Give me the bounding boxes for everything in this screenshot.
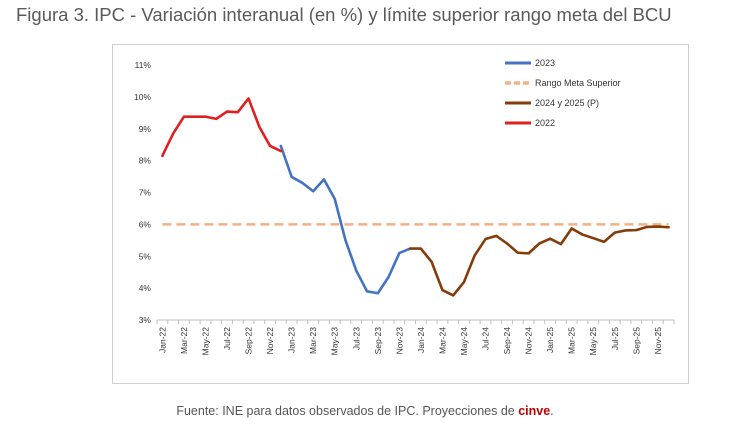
x-tick-label: Sep-24	[502, 327, 512, 355]
series-layer	[161, 97, 670, 297]
x-tick-label: Sep-23	[373, 327, 383, 355]
series-line	[408, 225, 670, 297]
caption-brand: cinve	[518, 404, 551, 418]
legend-label: 2024 y 2025 (P)	[535, 98, 599, 108]
x-tick-label: May-24	[459, 327, 469, 356]
y-tick-label: 7%	[139, 188, 152, 198]
x-tick-label: Mar-22	[179, 327, 189, 354]
series-line	[161, 97, 283, 158]
x-tick-label: Nov-25	[653, 327, 663, 355]
x-tick-label: May-23	[330, 327, 340, 356]
x-tick-label: Mar-24	[437, 327, 447, 354]
x-tick-label: Jul-23	[351, 327, 361, 350]
y-tick-label: 4%	[139, 283, 152, 293]
x-tick-label: Nov-24	[524, 327, 534, 355]
y-tick-label: 11%	[135, 60, 152, 70]
caption-suffix: .	[550, 404, 554, 418]
x-tick-label: Nov-22	[265, 327, 275, 355]
y-tick-label: 5%	[139, 251, 152, 261]
figure-caption: Fuente: INE para datos observados de IPC…	[0, 404, 730, 418]
x-tick-label: Sep-22	[244, 327, 254, 355]
figure-title: Figura 3. IPC - Variación interanual (en…	[16, 4, 672, 25]
x-tick-label: May-22	[200, 327, 210, 356]
x-tick-label: Jul-24	[481, 327, 491, 350]
legend-label: 2022	[535, 118, 555, 128]
x-tick-label: Jul-22	[222, 327, 232, 350]
series-line	[279, 144, 412, 295]
y-tick-label: 8%	[139, 156, 152, 166]
x-tick-label: Nov-23	[394, 327, 404, 355]
y-tick-label: 10%	[134, 92, 151, 102]
caption-text: Fuente: INE para datos observados de IPC…	[176, 404, 519, 418]
y-tick-label: 9%	[139, 124, 152, 134]
legend-label: 2023	[535, 58, 555, 68]
x-tick-label: Jan-22	[157, 327, 167, 353]
line-chart: 3%4%5%6%7%8%9%10%11% Jan-22 Mar-22 May-22 J…	[134, 58, 675, 356]
x-tick-label: Jan-25	[545, 327, 555, 353]
x-tick-label: Jan-23	[287, 327, 297, 353]
y-tick-label: 6%	[139, 219, 152, 229]
chart-frame: 3% 4% 5% 6% 7% 8% 9% 10% 11% Jan-22 Mar-22 May-22 J…	[112, 44, 689, 384]
y-tick-label: 3%	[139, 315, 152, 325]
x-tick-label: Jan-24	[416, 327, 426, 353]
x-axis: Jan-22 Mar-22 May-22 Jul-22 Sep-22 Nov-22 Jan-…	[156, 319, 675, 356]
x-tick-label: Mar-23	[308, 327, 318, 354]
x-tick-label: May-25	[588, 327, 598, 356]
x-tick-label: Sep-25	[631, 327, 641, 355]
x-tick-label: Jul-25	[610, 327, 620, 350]
legend: 2023 Rango Meta Superior 2024 y 2025 (P) 20…	[505, 58, 621, 128]
legend-label: Rango Meta Superior	[535, 78, 621, 88]
y-axis: 3% 4% 5% 6% 7% 8% 9% 10% 11%	[134, 60, 151, 325]
x-tick-label: Mar-25	[567, 327, 577, 354]
